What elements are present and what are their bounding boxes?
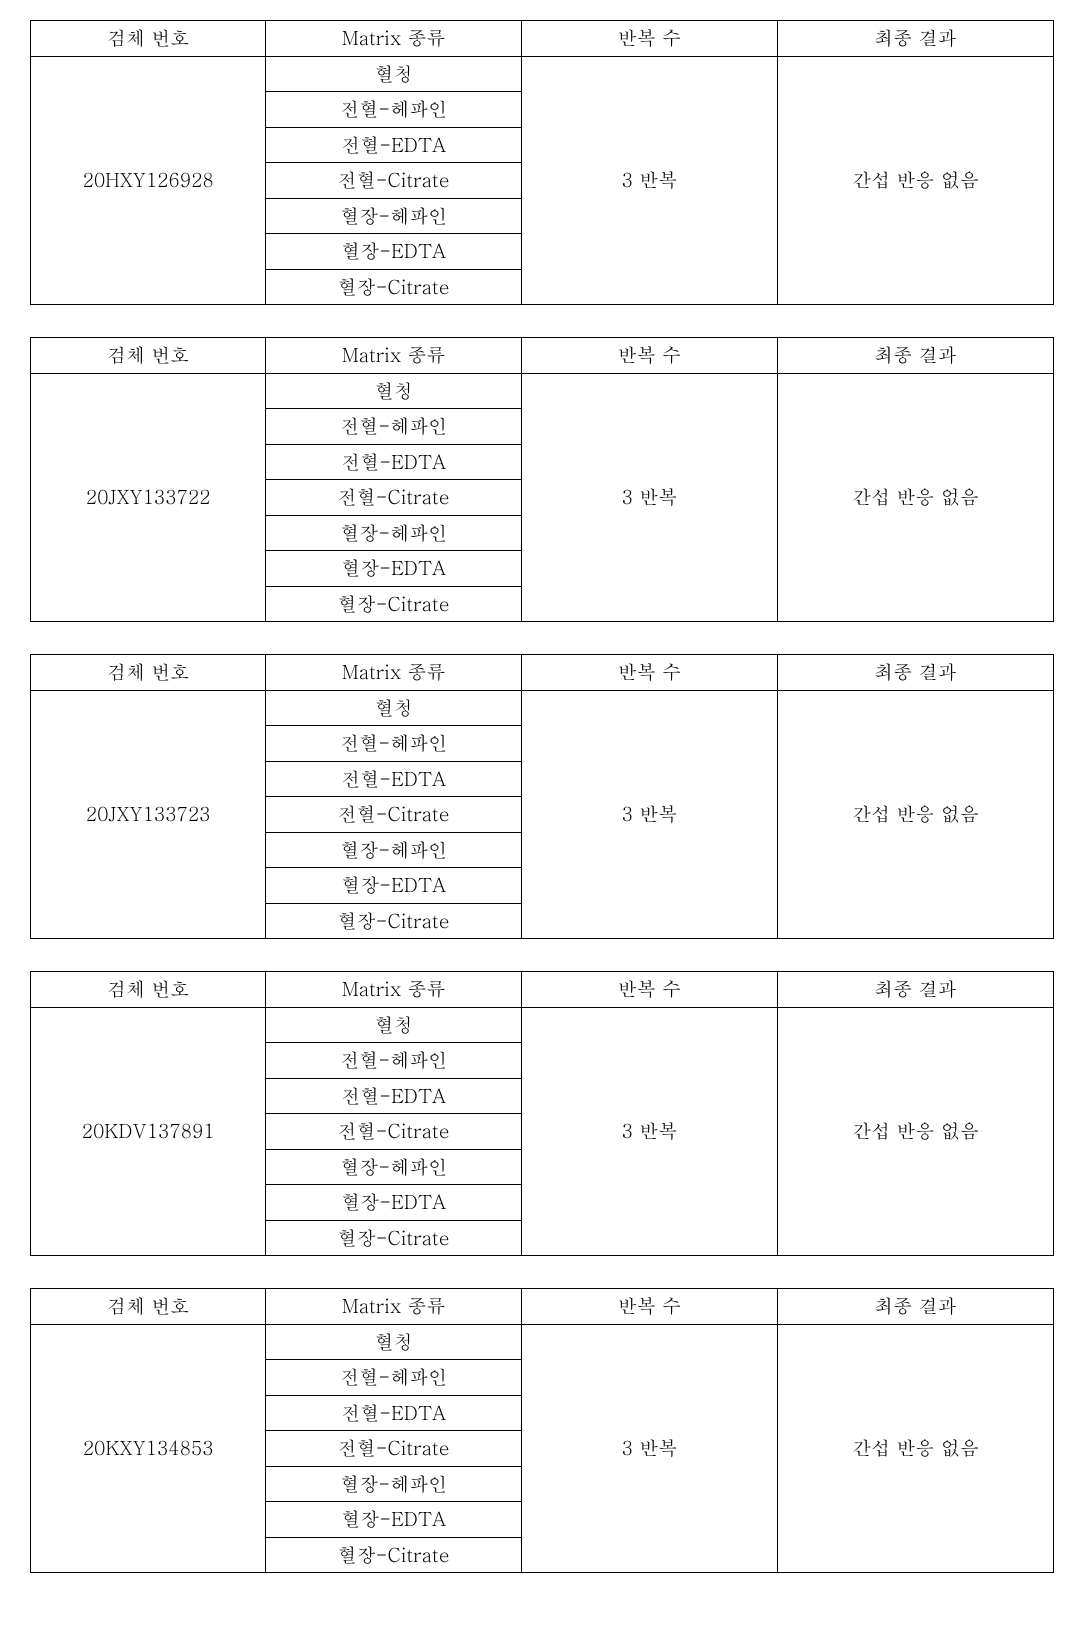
matrix-type-cell: 혈청 [266, 1007, 522, 1043]
table-row: 20KXY134853혈청3 반복간섭 반응 없음 [31, 1324, 1054, 1360]
final-result-cell: 간섭 반응 없음 [777, 56, 1053, 305]
header-cell-sample_number: 검체 번호 [31, 21, 266, 57]
table-container-0: 검체 번호Matrix 종류반복 수최종 결과20HXY126928혈청3 반복… [30, 20, 1054, 305]
matrix-type-cell: 혈청 [266, 1324, 522, 1360]
final-result-cell: 간섭 반응 없음 [777, 690, 1053, 939]
sample-id-cell: 20HXY126928 [31, 56, 266, 305]
table-header-row: 검체 번호Matrix 종류반복 수최종 결과 [31, 1289, 1054, 1325]
table-row: 20JXY133722혈청3 반복간섭 반응 없음 [31, 373, 1054, 409]
table-row: 20JXY133723혈청3 반복간섭 반응 없음 [31, 690, 1054, 726]
final-result-cell: 간섭 반응 없음 [777, 373, 1053, 622]
matrix-type-cell: 혈장-EDTA [266, 234, 522, 270]
header-cell-repeat_count: 반복 수 [522, 1289, 778, 1325]
repeat-count-cell: 3 반복 [522, 373, 778, 622]
matrix-type-cell: 혈장-헤파인 [266, 1466, 522, 1502]
matrix-type-cell: 전혈-Citrate [266, 1431, 522, 1467]
table-row: 20KDV137891혈청3 반복간섭 반응 없음 [31, 1007, 1054, 1043]
table-container-3: 검체 번호Matrix 종류반복 수최종 결과20KDV137891혈청3 반복… [30, 971, 1054, 1256]
results-table: 검체 번호Matrix 종류반복 수최종 결과20KXY134853혈청3 반복… [30, 1288, 1054, 1573]
header-cell-sample_number: 검체 번호 [31, 972, 266, 1008]
table-row: 20HXY126928혈청3 반복간섭 반응 없음 [31, 56, 1054, 92]
matrix-type-cell: 전혈-Citrate [266, 163, 522, 199]
matrix-type-cell: 전혈-EDTA [266, 1395, 522, 1431]
header-cell-sample_number: 검체 번호 [31, 338, 266, 374]
matrix-type-cell: 전혈-EDTA [266, 1078, 522, 1114]
repeat-count-cell: 3 반복 [522, 1007, 778, 1256]
header-cell-final_result: 최종 결과 [777, 972, 1053, 1008]
header-cell-sample_number: 검체 번호 [31, 655, 266, 691]
matrix-type-cell: 혈장-헤파인 [266, 198, 522, 234]
header-cell-repeat_count: 반복 수 [522, 972, 778, 1008]
header-cell-matrix_type: Matrix 종류 [266, 972, 522, 1008]
header-cell-final_result: 최종 결과 [777, 338, 1053, 374]
matrix-type-cell: 전혈-Citrate [266, 797, 522, 833]
matrix-type-cell: 혈장-EDTA [266, 551, 522, 587]
repeat-count-cell: 3 반복 [522, 56, 778, 305]
results-table: 검체 번호Matrix 종류반복 수최종 결과20KDV137891혈청3 반복… [30, 971, 1054, 1256]
matrix-type-cell: 혈장-EDTA [266, 868, 522, 904]
matrix-type-cell: 혈장-Citrate [266, 903, 522, 939]
matrix-type-cell: 혈장-Citrate [266, 269, 522, 305]
matrix-type-cell: 혈장-Citrate [266, 586, 522, 622]
table-header-row: 검체 번호Matrix 종류반복 수최종 결과 [31, 338, 1054, 374]
matrix-type-cell: 전혈-Citrate [266, 1114, 522, 1150]
matrix-type-cell: 혈장-EDTA [266, 1185, 522, 1221]
results-table: 검체 번호Matrix 종류반복 수최종 결과20JXY133723혈청3 반복… [30, 654, 1054, 939]
matrix-type-cell: 전혈-헤파인 [266, 1043, 522, 1079]
header-cell-repeat_count: 반복 수 [522, 21, 778, 57]
header-cell-matrix_type: Matrix 종류 [266, 21, 522, 57]
repeat-count-cell: 3 반복 [522, 1324, 778, 1573]
repeat-count-cell: 3 반복 [522, 690, 778, 939]
header-cell-final_result: 최종 결과 [777, 21, 1053, 57]
sample-id-cell: 20JXY133722 [31, 373, 266, 622]
matrix-type-cell: 혈청 [266, 56, 522, 92]
table-header-row: 검체 번호Matrix 종류반복 수최종 결과 [31, 972, 1054, 1008]
matrix-type-cell: 전혈-EDTA [266, 761, 522, 797]
results-table: 검체 번호Matrix 종류반복 수최종 결과20HXY126928혈청3 반복… [30, 20, 1054, 305]
matrix-type-cell: 혈장-Citrate [266, 1220, 522, 1256]
sample-id-cell: 20KXY134853 [31, 1324, 266, 1573]
matrix-type-cell: 혈청 [266, 690, 522, 726]
matrix-type-cell: 전혈-헤파인 [266, 92, 522, 128]
header-cell-matrix_type: Matrix 종류 [266, 338, 522, 374]
header-cell-repeat_count: 반복 수 [522, 338, 778, 374]
final-result-cell: 간섭 반응 없음 [777, 1007, 1053, 1256]
header-cell-matrix_type: Matrix 종류 [266, 655, 522, 691]
matrix-type-cell: 혈장-Citrate [266, 1537, 522, 1573]
matrix-type-cell: 전혈-EDTA [266, 444, 522, 480]
matrix-type-cell: 전혈-헤파인 [266, 1360, 522, 1396]
matrix-type-cell: 혈장-EDTA [266, 1502, 522, 1538]
table-container-2: 검체 번호Matrix 종류반복 수최종 결과20JXY133723혈청3 반복… [30, 654, 1054, 939]
matrix-type-cell: 혈장-헤파인 [266, 1149, 522, 1185]
matrix-type-cell: 혈청 [266, 373, 522, 409]
matrix-type-cell: 혈장-헤파인 [266, 832, 522, 868]
matrix-type-cell: 전혈-EDTA [266, 127, 522, 163]
tables-root: 검체 번호Matrix 종류반복 수최종 결과20HXY126928혈청3 반복… [30, 20, 1054, 1573]
header-cell-final_result: 최종 결과 [777, 655, 1053, 691]
final-result-cell: 간섭 반응 없음 [777, 1324, 1053, 1573]
header-cell-sample_number: 검체 번호 [31, 1289, 266, 1325]
matrix-type-cell: 전혈-Citrate [266, 480, 522, 516]
table-container-1: 검체 번호Matrix 종류반복 수최종 결과20JXY133722혈청3 반복… [30, 337, 1054, 622]
header-cell-matrix_type: Matrix 종류 [266, 1289, 522, 1325]
table-container-4: 검체 번호Matrix 종류반복 수최종 결과20KXY134853혈청3 반복… [30, 1288, 1054, 1573]
header-cell-repeat_count: 반복 수 [522, 655, 778, 691]
results-table: 검체 번호Matrix 종류반복 수최종 결과20JXY133722혈청3 반복… [30, 337, 1054, 622]
matrix-type-cell: 전혈-헤파인 [266, 726, 522, 762]
sample-id-cell: 20KDV137891 [31, 1007, 266, 1256]
matrix-type-cell: 혈장-헤파인 [266, 515, 522, 551]
matrix-type-cell: 전혈-헤파인 [266, 409, 522, 445]
header-cell-final_result: 최종 결과 [777, 1289, 1053, 1325]
sample-id-cell: 20JXY133723 [31, 690, 266, 939]
table-header-row: 검체 번호Matrix 종류반복 수최종 결과 [31, 21, 1054, 57]
table-header-row: 검체 번호Matrix 종류반복 수최종 결과 [31, 655, 1054, 691]
